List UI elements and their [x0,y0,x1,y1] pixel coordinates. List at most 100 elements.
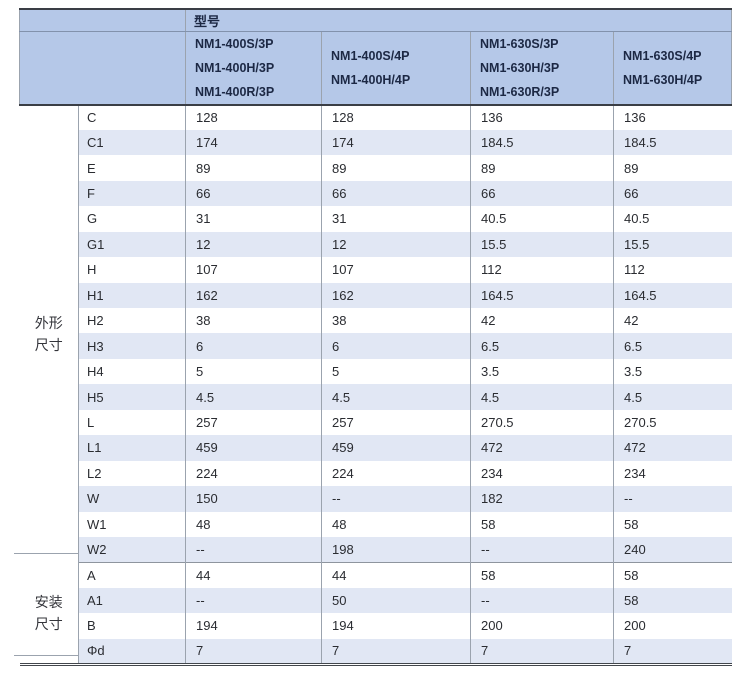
value-cell: 150 [185,486,322,512]
dimension-label: F [78,180,186,207]
model-name: NM1-630H/4P [623,72,703,87]
value-cell: -- [470,587,614,614]
value-cell: 50 [321,587,471,614]
dimension-label: H5 [78,384,186,410]
value-cell: 194 [185,613,322,639]
value-cell: 48 [321,511,471,537]
table-row: H3 6 6 6.5 6.5 [20,333,732,359]
value-cell: 234 [613,460,732,487]
dimension-label: G [78,206,186,232]
value-cell: 4.5 [470,384,614,410]
value-cell: 48 [185,511,322,537]
value-cell: 4.5 [185,384,322,410]
value-cell: 42 [470,308,614,334]
value-cell: 5 [321,358,471,385]
value-cell: 107 [185,257,322,283]
value-cell: 7 [321,638,471,666]
value-cell: 270.5 [613,409,732,436]
dimension-label: W [78,486,186,512]
value-cell: 224 [185,460,322,487]
dimension-label: H3 [78,333,186,359]
value-cell: -- [321,486,471,512]
dimension-label: W2 [78,536,186,563]
model-label-cell: 型号 [185,8,733,32]
dimension-label: C1 [78,129,186,156]
dimension-label: L2 [78,460,186,487]
value-cell: 7 [185,638,322,666]
dimension-label: E [78,155,186,181]
value-cell: 107 [321,257,471,283]
value-cell: 7 [613,638,732,666]
value-cell: -- [470,536,614,563]
value-cell: 3.5 [470,358,614,385]
value-cell: 58 [470,511,614,537]
table-row: B 194 194 200 200 [20,613,732,639]
model-name: NM1-400H/4P [331,72,411,87]
value-cell: 164.5 [470,282,614,308]
value-cell: 194 [321,613,471,639]
header-corner-cell [19,8,186,32]
model-names-row: NM1-400S/3P NM1-400H/3P NM1-400R/3P NM1-400… [19,31,733,106]
model-label-row: 型号 [19,8,733,32]
value-cell: 31 [321,206,471,232]
dimension-label: H [78,257,186,283]
value-cell: 6.5 [613,333,732,359]
dimension-label: H1 [78,282,186,308]
table-row: A1 -- 50 -- 58 [20,587,732,614]
value-cell: 12 [321,231,471,258]
value-cell: -- [185,536,322,563]
value-cell: 257 [321,409,471,436]
value-cell: 42 [613,308,732,334]
value-cell: -- [185,587,322,614]
value-cell: 240 [613,536,732,563]
row-group-label: 安装 尺寸 [19,562,79,666]
table-row: L1 459 459 472 472 [20,435,732,461]
dimension-label: B [78,613,186,639]
value-cell: 184.5 [470,129,614,156]
header-corner-cell-2 [19,31,186,106]
model-header-col-3: NM1-630S/3P NM1-630H/3P NM1-630R/3P [470,31,614,106]
table-row: H1 162 162 164.5 164.5 [20,282,732,308]
value-cell: 472 [470,435,614,461]
table-row: F 66 66 66 66 [20,180,732,207]
table-row: E 89 89 89 89 [20,155,732,181]
table-row: W2 -- 198 -- 240 [20,536,732,563]
value-cell: 200 [613,613,732,639]
row-group-label-line: 尺寸 [34,336,63,353]
value-cell: 66 [185,180,322,207]
row-group-label: 外形 尺寸 [19,104,79,563]
value-cell: 58 [613,561,732,588]
value-cell: 15.5 [613,231,732,258]
value-cell: 198 [321,536,471,563]
row-group-label-line: 尺寸 [34,615,63,632]
table-row: H2 38 38 42 42 [20,308,732,334]
table-row: H 107 107 112 112 [20,257,732,283]
value-cell: 58 [470,561,614,588]
table-row: G 31 31 40.5 40.5 [20,206,732,232]
model-name: NM1-630S/3P [480,36,559,51]
value-cell: 38 [321,308,471,334]
value-cell: 89 [470,155,614,181]
value-cell: 6.5 [470,333,614,359]
value-cell: 459 [321,435,471,461]
dimension-label: L [78,409,186,436]
table-row: G1 12 12 15.5 15.5 [20,231,732,258]
dimension-label: G1 [78,231,186,258]
value-cell: 257 [185,409,322,436]
value-cell: 200 [470,613,614,639]
dimension-label: A1 [78,587,186,614]
value-cell: 40.5 [613,206,732,232]
table-row: L2 224 224 234 234 [20,460,732,487]
model-header-col-1: NM1-400S/3P NM1-400H/3P NM1-400R/3P [185,31,322,106]
dimension-label: L1 [78,435,186,461]
table-row: W 150 -- 182 -- [20,486,732,512]
table-row: Φd 7 7 7 7 [20,638,732,666]
table-row: W1 48 48 58 58 [20,511,732,537]
value-cell: 40.5 [470,206,614,232]
value-cell: 136 [613,104,732,130]
value-cell: 12 [185,231,322,258]
value-cell: 162 [321,282,471,308]
row-group-label-line: 外形 [34,314,63,331]
model-name: NM1-630H/3P [480,60,560,75]
